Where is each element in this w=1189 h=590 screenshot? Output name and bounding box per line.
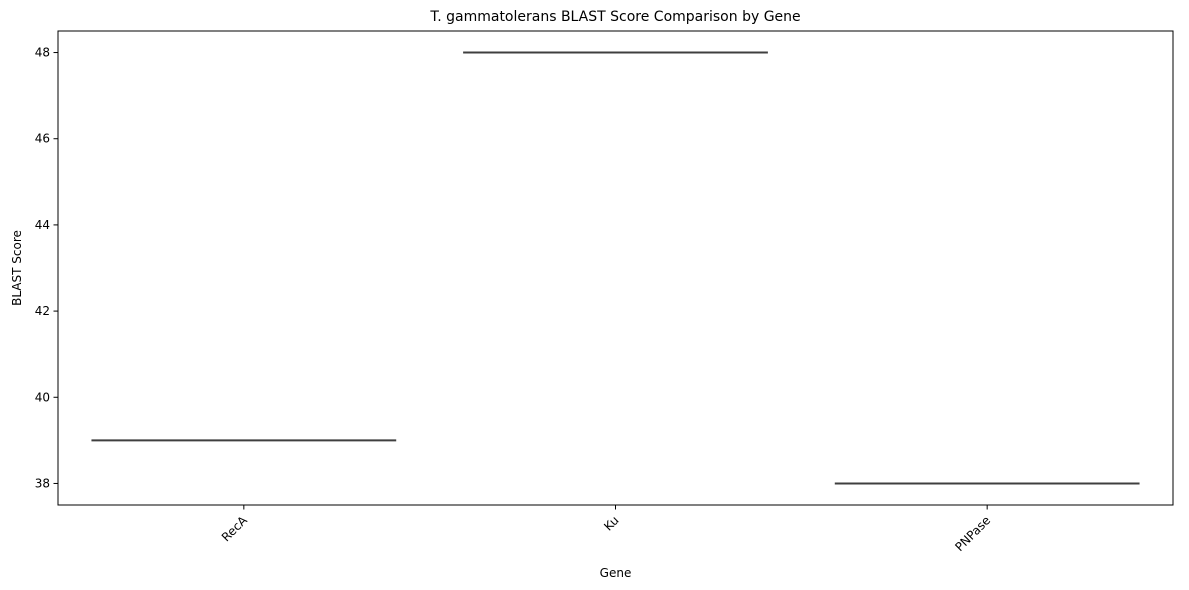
x-tick-label: RecA xyxy=(219,513,251,545)
chart-title: T. gammatolerans BLAST Score Comparison … xyxy=(429,9,800,25)
plot-area xyxy=(91,51,1140,485)
plot-frame xyxy=(57,30,1174,506)
y-tick-label: 46 xyxy=(35,132,50,146)
y-axis: 38 40 42 44 46 48 xyxy=(35,46,58,490)
x-tick-label: Ku xyxy=(601,513,621,533)
x-axis: RecA Ku PNPase xyxy=(219,505,993,554)
x-axis-label: Gene xyxy=(600,566,632,580)
y-axis-label: BLAST Score xyxy=(10,230,24,306)
x-tick-label: PNPase xyxy=(952,513,993,554)
y-tick-label: 42 xyxy=(35,304,50,318)
y-tick-label: 48 xyxy=(35,46,50,60)
y-tick-label: 38 xyxy=(35,476,50,490)
y-tick-label: 40 xyxy=(35,390,50,404)
y-tick-label: 44 xyxy=(35,218,50,232)
